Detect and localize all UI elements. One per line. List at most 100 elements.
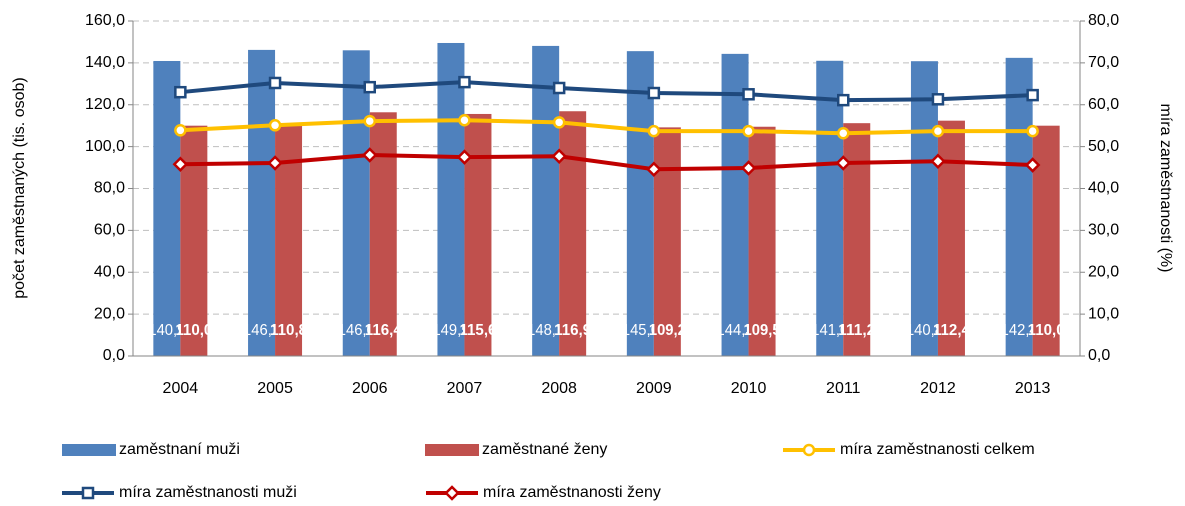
- value-label: 145,6: [622, 322, 659, 339]
- line: [180, 80, 1033, 103]
- value-label: 149,5: [432, 322, 469, 339]
- legend-swatch: [425, 444, 479, 456]
- y2-tick-label: 0,0: [1088, 347, 1110, 364]
- y-tick-label: 160,0: [85, 12, 125, 29]
- x-tick-label: 2010: [731, 380, 767, 397]
- value-label: 110,0: [175, 322, 212, 339]
- y2-tick-label: 80,0: [1088, 12, 1119, 29]
- line-marker: [1026, 124, 1039, 138]
- bar: [721, 53, 749, 356]
- line-marker: [361, 147, 378, 163]
- legend-label: míra zaměstnanosti celkem: [840, 441, 1035, 458]
- line-marker: [647, 124, 661, 138]
- line-marker: [174, 85, 187, 99]
- legend-label: míra zaměstnanosti ženy: [483, 484, 661, 501]
- line-marker: [458, 113, 471, 127]
- x-tick-label: 2011: [826, 380, 861, 397]
- line-marker: [458, 75, 471, 89]
- line-marker: [267, 155, 283, 171]
- bar: [369, 112, 397, 356]
- y-tick-label: 80,0: [94, 180, 125, 197]
- x-tick-label: 2008: [541, 380, 577, 397]
- legend-swatch: [62, 444, 116, 456]
- y2-tick-label: 20,0: [1088, 263, 1119, 280]
- line: [180, 118, 1033, 136]
- bar: [1005, 57, 1033, 356]
- line-marker: [930, 153, 946, 170]
- value-label: 112,4: [933, 322, 970, 339]
- x-tick-label: 2013: [1015, 380, 1051, 397]
- line-marker: [1026, 88, 1039, 102]
- bar: [153, 60, 181, 356]
- y2-tick-label: 40,0: [1088, 180, 1119, 197]
- y2-tick-label: 70,0: [1088, 54, 1119, 71]
- line-marker: [835, 155, 852, 171]
- bar: [437, 42, 465, 356]
- value-label: 146,0: [338, 322, 375, 339]
- line-marker: [268, 119, 282, 132]
- line-marker: [174, 124, 187, 137]
- value-label: 116,4: [365, 322, 402, 339]
- y2-tick-label: 50,0: [1088, 138, 1119, 155]
- line-marker: [931, 93, 945, 106]
- value-label: 142,4: [1001, 322, 1038, 339]
- legend-label: zaměstnané ženy: [482, 441, 607, 458]
- y2-tick-label: 10,0: [1088, 305, 1119, 322]
- x-tick-label: 2009: [636, 380, 672, 397]
- legend-label: míra zaměstnanosti muži: [119, 484, 297, 501]
- bar: [342, 50, 370, 356]
- line-marker: [363, 80, 376, 94]
- line-marker: [552, 116, 566, 129]
- y2-tick-label: 30,0: [1088, 222, 1119, 239]
- line-marker: [551, 148, 567, 165]
- y-tick-label: 20,0: [94, 305, 125, 322]
- value-label: 116,9: [554, 322, 591, 339]
- bar: [843, 123, 871, 356]
- y-tick-label: 60,0: [94, 222, 125, 239]
- value-label: 109,2: [649, 322, 686, 339]
- line-marker: [931, 124, 945, 138]
- bar: [910, 61, 938, 356]
- value-label: 146,2: [243, 322, 280, 339]
- bar: [248, 49, 276, 357]
- legend-marker: [81, 486, 95, 500]
- value-label: 115,6: [459, 322, 496, 339]
- value-label: 110,0: [1028, 322, 1065, 339]
- line-marker: [456, 149, 473, 165]
- value-label: 111,2: [838, 322, 875, 339]
- x-tick-label: 2006: [352, 380, 388, 397]
- bar: [626, 51, 654, 357]
- y-tick-label: 100,0: [85, 138, 125, 155]
- legend-label: zaměstnaní muži: [119, 441, 240, 458]
- bar: [816, 60, 844, 356]
- line-marker: [268, 76, 282, 90]
- line-marker: [742, 124, 755, 138]
- value-label: 109,5: [744, 322, 781, 339]
- bar: [937, 120, 965, 356]
- value-label: 144,3: [717, 322, 754, 339]
- line-marker: [363, 114, 376, 128]
- line-marker: [740, 160, 757, 176]
- y-tick-label: 40,0: [94, 263, 125, 280]
- line-marker: [1024, 157, 1041, 173]
- bar: [532, 45, 560, 357]
- legend-marker: [802, 443, 816, 457]
- y2-tick-label: 60,0: [1088, 96, 1119, 113]
- value-label: 141,0: [811, 322, 848, 339]
- x-tick-label: 2004: [163, 380, 199, 397]
- bar: [275, 124, 303, 356]
- line-marker: [742, 88, 755, 101]
- value-label: 140,9: [148, 322, 185, 339]
- bar: [653, 127, 681, 356]
- y-tick-label: 0,0: [103, 347, 125, 364]
- line-marker: [837, 93, 850, 107]
- y2-axis-title: míra zaměstnanosti (%): [1157, 104, 1174, 273]
- line: [180, 153, 1033, 172]
- line-marker: [552, 81, 566, 95]
- bar: [464, 113, 492, 357]
- value-label: 148,1: [527, 322, 564, 339]
- y-tick-label: 120,0: [85, 96, 125, 113]
- y-tick-label: 140,0: [85, 54, 125, 71]
- line-marker: [646, 161, 662, 178]
